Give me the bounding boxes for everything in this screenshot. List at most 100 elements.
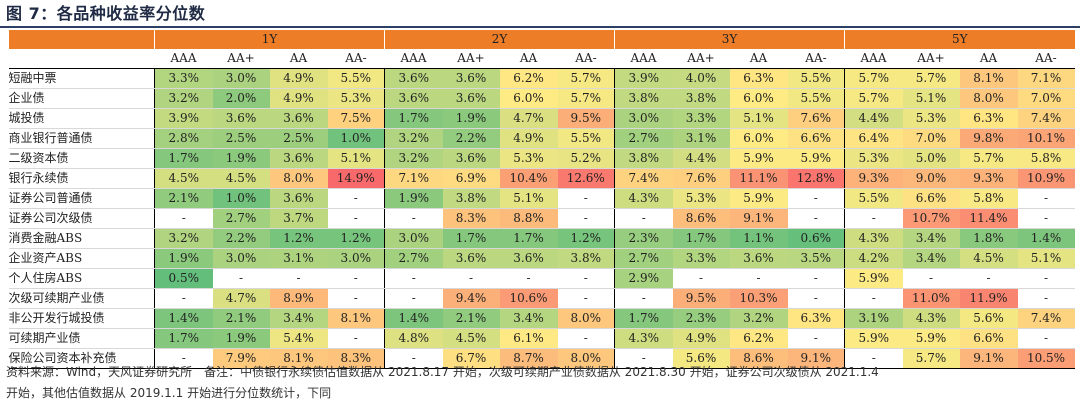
value-cell: 5.9% <box>844 328 903 349</box>
value-cell: 3.6% <box>442 148 500 169</box>
value-cell: 2.1% <box>154 188 213 209</box>
value-cell: 5.1% <box>902 88 960 109</box>
value-cell: - <box>614 348 673 369</box>
value-cell: 3.6% <box>499 248 558 269</box>
rating-header: AA <box>269 49 328 69</box>
value-cell: - <box>844 348 903 369</box>
period-header-row: 1Y 2Y 3Y 5Y <box>8 30 1075 49</box>
row-label: 二级资本债 <box>8 148 155 169</box>
value-cell: 3.0% <box>614 108 673 129</box>
value-cell: 3.5% <box>787 248 845 269</box>
table-row: 企业债 3.2% 2.0% 4.9% 5.3% 3.6% 3.6% 6.0% 5.7% 3.8% 3… <box>8 88 1075 109</box>
value-cell: 2.7% <box>614 128 673 149</box>
value-cell: - <box>787 328 845 349</box>
value-cell: 4.9% <box>269 68 328 89</box>
value-cell: 3.6% <box>384 88 443 109</box>
table-row: 企业资产ABS 1.9% 3.0% 3.1% 3.0% 2.7% 3.6% 3.6% 3.8% 2… <box>8 248 1075 269</box>
value-cell: 5.5% <box>787 88 845 109</box>
value-cell: 3.8% <box>672 88 730 109</box>
value-cell: 8.1% <box>959 68 1018 89</box>
value-cell: 5.9% <box>844 268 903 289</box>
period-header: 5Y <box>844 30 1075 49</box>
value-cell: 9.1% <box>959 348 1018 369</box>
value-cell: 3.0% <box>327 248 385 269</box>
value-cell: 2.5% <box>269 128 328 149</box>
value-cell: 4.2% <box>844 248 903 269</box>
value-cell: 5.9% <box>729 148 788 169</box>
value-cell: 2.2% <box>212 228 270 249</box>
value-cell: 14.9% <box>327 168 385 189</box>
value-cell: 2.8% <box>154 128 213 149</box>
value-cell: 5.7% <box>902 68 960 89</box>
value-cell: - <box>787 268 845 289</box>
table-row: 保险公司资本补充债 -7.9% 8.1% 8.3% -6.7% 8.7% 8.0% -5.6%… <box>8 348 1075 369</box>
value-cell: 3.8% <box>614 88 673 109</box>
value-cell: 2.1% <box>212 308 270 329</box>
value-cell: 1.2% <box>269 228 328 249</box>
value-cell: 8.6% <box>672 208 730 229</box>
value-cell: 11.9% <box>959 288 1018 309</box>
value-cell: 6.7% <box>442 348 500 369</box>
value-cell: 2.7% <box>212 208 270 229</box>
value-cell: 6.0% <box>729 88 788 109</box>
value-cell: - <box>557 208 615 229</box>
value-cell: 5.1% <box>1017 248 1075 269</box>
table-body: 短融中票 3.3% 3.0% 4.9% 5.5% 3.6% 3.6% 6.2% 5.7% 3.9%… <box>8 68 1075 369</box>
rating-header: AA <box>959 49 1018 69</box>
value-cell: 5.9% <box>729 188 788 209</box>
value-cell: - <box>154 288 213 309</box>
value-cell: - <box>557 268 615 289</box>
row-label: 个人住房ABS <box>8 268 155 289</box>
table-row: 证券公司普通债 2.1% 1.0% 3.6% -1.9% 3.8% 5.1% -4.3% 5.3… <box>8 188 1075 209</box>
value-cell: - <box>614 208 673 229</box>
value-cell: 1.9% <box>154 248 213 269</box>
value-cell: - <box>1017 268 1075 289</box>
value-cell: 9.4% <box>442 288 500 309</box>
value-cell: 8.7% <box>499 348 558 369</box>
value-cell: 10.9% <box>1017 168 1075 189</box>
value-cell: 8.9% <box>269 288 328 309</box>
period-header: 3Y <box>614 30 845 49</box>
period-header: 2Y <box>384 30 615 49</box>
value-cell: - <box>672 268 730 289</box>
value-cell: 4.8% <box>384 328 443 349</box>
rating-header: AA <box>499 49 558 69</box>
value-cell: - <box>269 268 328 289</box>
value-cell: 1.7% <box>614 308 673 329</box>
value-cell: 8.6% <box>729 348 788 369</box>
value-cell: 1.7% <box>154 328 213 349</box>
value-cell: 5.9% <box>902 328 960 349</box>
value-cell: 1.7% <box>384 108 443 129</box>
figure-title: 图 7：各品种收益率分位数 <box>6 4 206 23</box>
table-row: 个人住房ABS 0.5% - - - - - - -2.9% - - -5.9% - - - <box>8 268 1075 289</box>
value-cell: - <box>384 208 443 229</box>
value-cell: 7.0% <box>1017 88 1075 109</box>
value-cell: 4.7% <box>212 288 270 309</box>
rating-header: AA- <box>1017 49 1075 69</box>
value-cell: 2.5% <box>212 128 270 149</box>
value-cell: 1.7% <box>154 148 213 169</box>
value-cell: 4.3% <box>614 328 673 349</box>
value-cell: 2.9% <box>614 268 673 289</box>
value-cell: 3.6% <box>729 248 788 269</box>
value-cell: - <box>384 348 443 369</box>
value-cell: 3.6% <box>269 148 328 169</box>
row-label: 商业银行普通债 <box>8 128 155 149</box>
value-cell: - <box>499 268 558 289</box>
rating-header-row: AAA AA+ AA AA- AAA AA+ AA AA- AAA AA+ AA AA- AAA AA+ A… <box>8 49 1075 69</box>
value-cell: 5.3% <box>902 108 960 129</box>
value-cell: 6.9% <box>442 168 500 189</box>
value-cell: - <box>327 188 385 209</box>
row-label: 消费金融ABS <box>8 228 155 249</box>
value-cell: - <box>557 288 615 309</box>
value-cell: 5.7% <box>844 88 903 109</box>
value-cell: 4.5% <box>212 168 270 189</box>
value-cell: - <box>729 268 788 289</box>
value-cell: 4.9% <box>499 128 558 149</box>
value-cell: 5.8% <box>1017 148 1075 169</box>
value-cell: 3.7% <box>269 208 328 229</box>
value-cell: - <box>327 328 385 349</box>
value-cell: 2.0% <box>212 88 270 109</box>
rating-header: AA+ <box>902 49 960 69</box>
rating-header: AA+ <box>212 49 270 69</box>
